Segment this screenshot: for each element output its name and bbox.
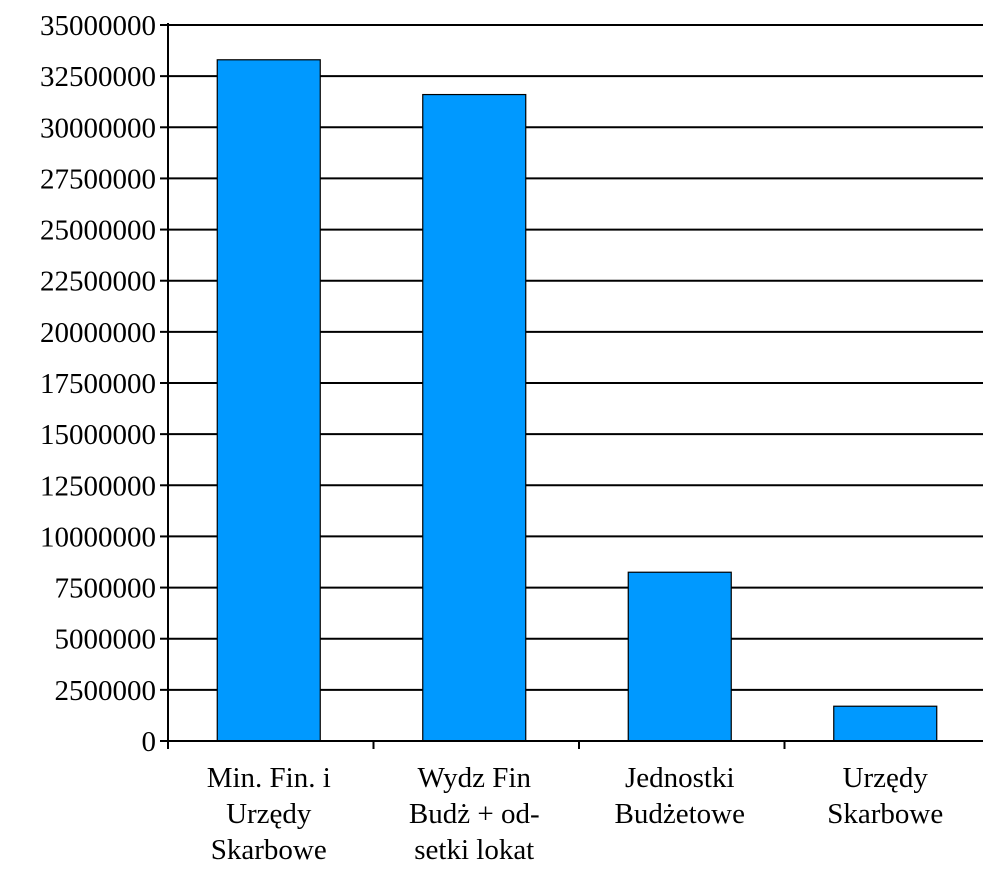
bar — [834, 706, 937, 741]
y-tick-label: 10000000 — [40, 521, 156, 553]
y-tick-label: 32500000 — [40, 61, 156, 93]
y-tick-label: 27500000 — [40, 163, 156, 195]
x-category-label-line: Skarbowe — [211, 834, 327, 866]
x-category-label-line: Min. Fin. i — [207, 762, 331, 794]
y-tick-label: 7500000 — [55, 573, 157, 605]
y-tick-label: 12500000 — [40, 470, 156, 502]
x-category-label-line: Wydz Fin — [418, 762, 532, 794]
y-tick-label: 0 — [142, 726, 157, 758]
x-category-label-line: Urzędy — [843, 762, 929, 794]
x-category-label-line: Urzędy — [226, 798, 312, 830]
y-tick-label: 25000000 — [40, 215, 156, 247]
x-category-label-line: Jednostki — [625, 762, 735, 794]
y-tick-label: 20000000 — [40, 317, 156, 349]
bar — [217, 60, 320, 741]
y-tick-label: 17500000 — [40, 368, 156, 400]
x-category-label-line: setki lokat — [414, 834, 534, 866]
y-tick-label: 2500000 — [55, 675, 157, 707]
x-category-label: Wydz Fin Budż + od-setki lokat — [409, 762, 540, 866]
bar — [628, 572, 731, 741]
x-category-label-line: Skarbowe — [827, 798, 943, 830]
x-category-label: Min. Fin. i Urzędy Skarbowe — [207, 762, 331, 866]
y-tick-label: 15000000 — [40, 419, 156, 451]
x-category-label-line: Budż + od- — [409, 798, 540, 830]
x-axis-category-labels: Min. Fin. i Urzędy Skarbowe Wydz Fin Budż + … — [207, 762, 944, 866]
y-tick-label: 22500000 — [40, 266, 156, 298]
y-tick-label: 35000000 — [40, 10, 156, 42]
x-category-label-line: Budżetowe — [615, 798, 745, 830]
y-tick-label: 5000000 — [55, 624, 157, 656]
bar — [423, 95, 526, 741]
x-category-label: Jednostki Budżetowe — [615, 762, 745, 830]
y-axis-tick-labels: 0 2500000 5000000 7500000 10000000 12500000 15… — [40, 10, 156, 758]
x-category-label: Urzędy Skarbowe — [827, 762, 943, 830]
y-tick-label: 30000000 — [40, 112, 156, 144]
